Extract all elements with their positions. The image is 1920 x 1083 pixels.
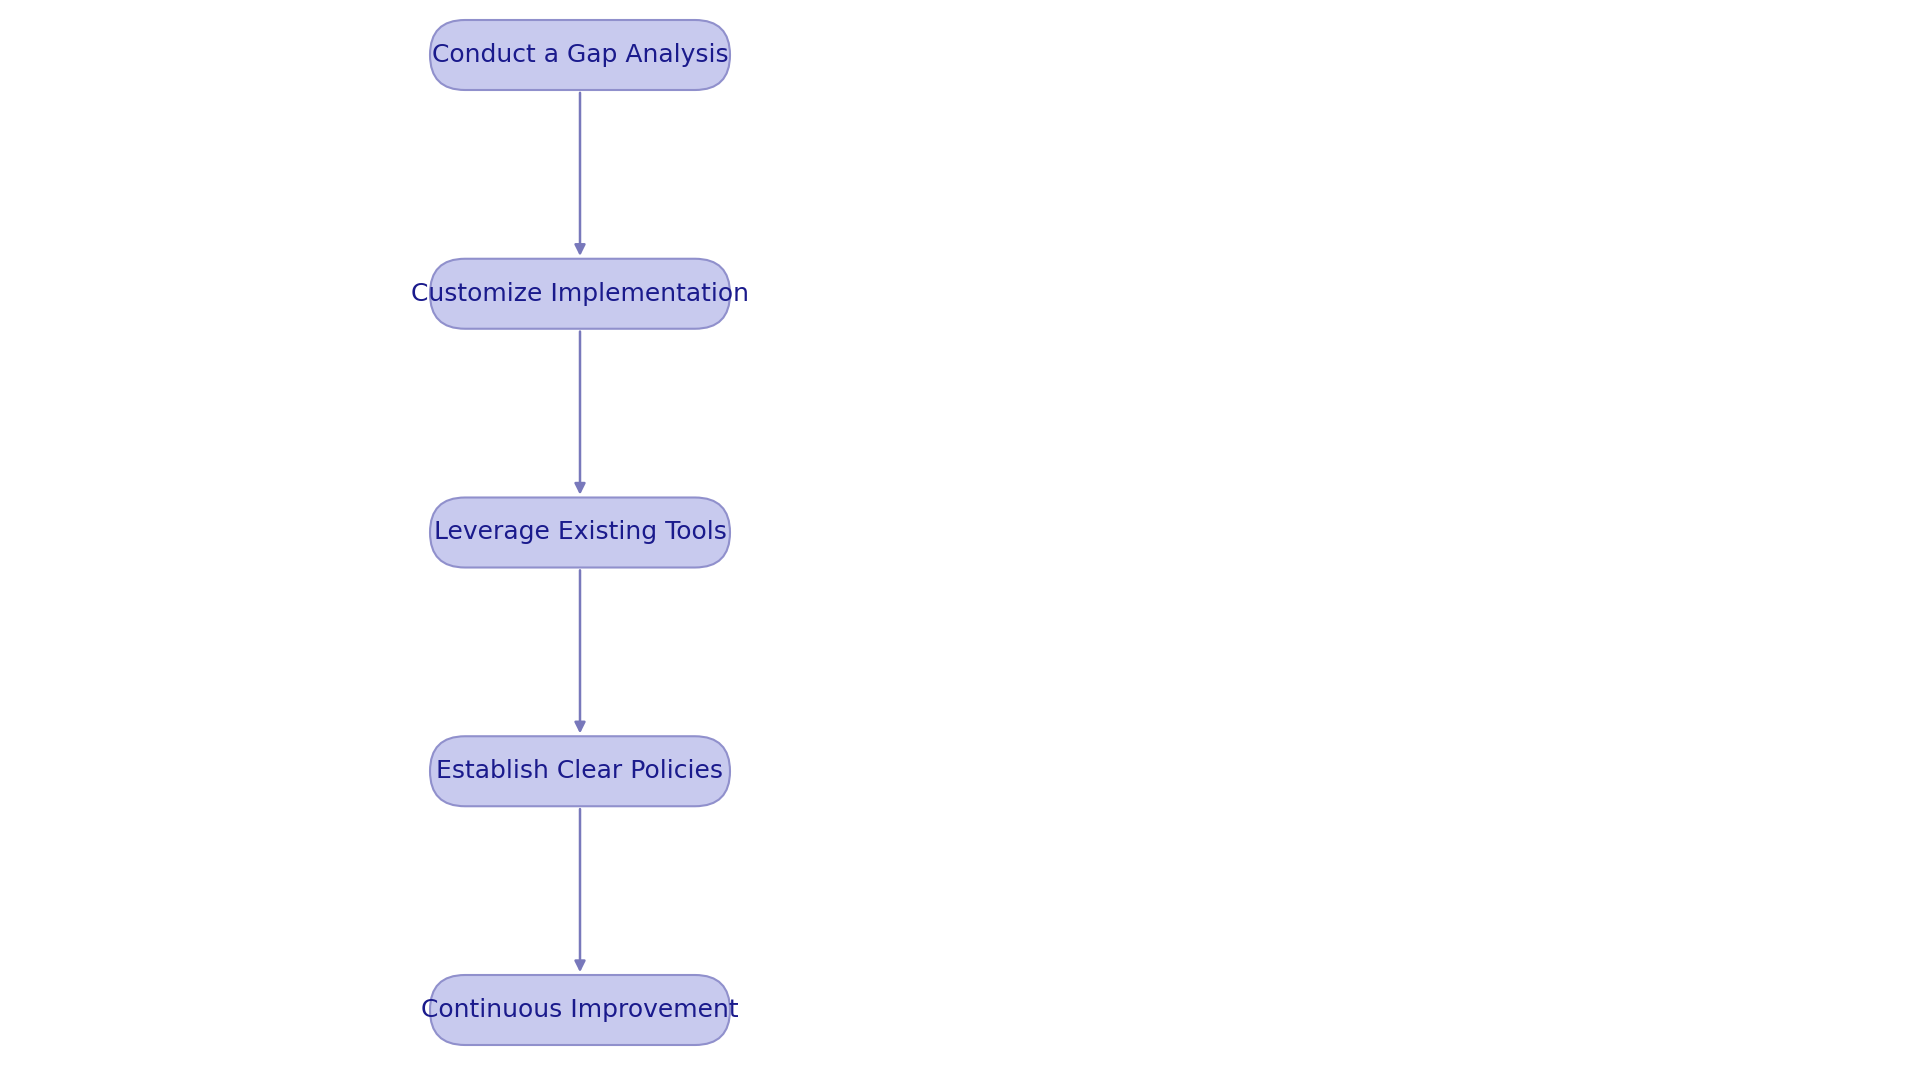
Text: Customize Implementation: Customize Implementation — [411, 282, 749, 305]
Text: Leverage Existing Tools: Leverage Existing Tools — [434, 521, 726, 545]
FancyBboxPatch shape — [430, 975, 730, 1045]
Text: Establish Clear Policies: Establish Clear Policies — [436, 759, 724, 783]
FancyBboxPatch shape — [430, 497, 730, 567]
Text: Continuous Improvement: Continuous Improvement — [420, 999, 739, 1022]
FancyBboxPatch shape — [430, 19, 730, 90]
FancyBboxPatch shape — [430, 736, 730, 806]
Text: Conduct a Gap Analysis: Conduct a Gap Analysis — [432, 43, 728, 67]
FancyBboxPatch shape — [430, 259, 730, 329]
